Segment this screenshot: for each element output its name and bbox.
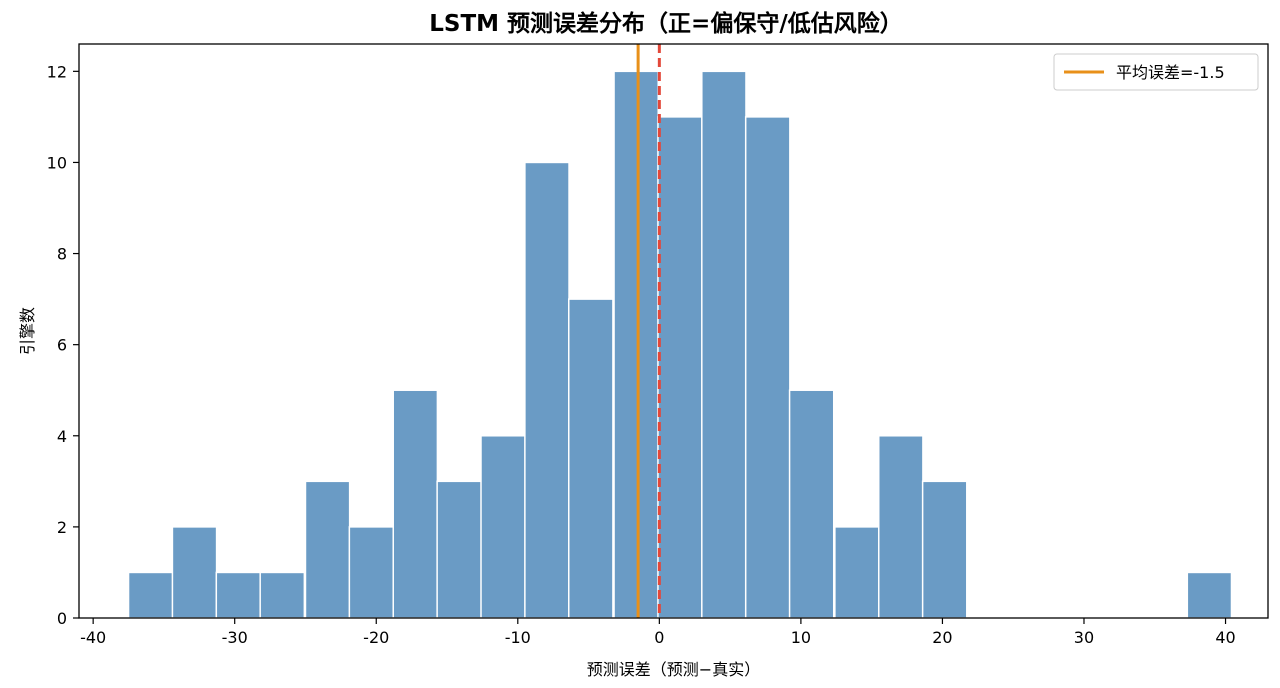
histogram-bar-14 <box>744 116 791 619</box>
histogram-bar-17 <box>877 435 924 619</box>
histogram-bar-1 <box>171 526 218 619</box>
histogram-bar-11 <box>613 70 659 619</box>
x-axis-label: 预测误差（预测−真实） <box>587 660 760 679</box>
bars-layer <box>127 70 1233 619</box>
x-tick-label: 30 <box>1074 628 1094 647</box>
legend: 平均误差=-1.5 <box>1053 53 1259 91</box>
histogram-bar-9 <box>524 161 570 619</box>
y-tick-label: 12 <box>47 62 67 81</box>
x-tick-label: -30 <box>222 628 248 647</box>
histogram-bar-0 <box>127 571 174 619</box>
histogram-bar-7 <box>436 480 483 619</box>
x-tick-label: 20 <box>932 628 952 647</box>
y-tick-label: 0 <box>57 609 67 628</box>
y-tick-label: 8 <box>57 245 67 264</box>
histogram-bar-16 <box>834 526 880 619</box>
y-tick-label: 4 <box>57 427 67 446</box>
plot-frame <box>78 43 1269 619</box>
legend-box <box>1053 53 1259 91</box>
y-axis-label: 引擎数 <box>18 307 37 355</box>
histogram-bar-3 <box>259 571 306 619</box>
x-tick-label: 40 <box>1215 628 1235 647</box>
x-tick-label: -20 <box>363 628 389 647</box>
x-axis-ticks: -40 -30 -20 -10 0 10 20 30 40 <box>80 618 1236 647</box>
y-tick-label: 6 <box>57 336 67 355</box>
histogram-bar-2 <box>215 571 262 619</box>
x-tick-label: 10 <box>791 628 811 647</box>
y-tick-label: 2 <box>57 518 67 537</box>
reference-lines-layer <box>636 44 661 618</box>
histogram-bar-5 <box>348 526 395 619</box>
histogram-bar-4 <box>304 480 351 619</box>
histogram-bar-12 <box>657 116 703 619</box>
histogram-bar-18 <box>921 480 968 619</box>
histogram-bar-6 <box>392 389 439 619</box>
histogram-bar-24 <box>1186 571 1233 619</box>
x-tick-label: 0 <box>654 628 664 647</box>
y-axis-ticks: 0 2 4 6 8 10 12 <box>47 62 79 628</box>
legend-label-mean: 平均误差=-1.5 <box>1116 63 1225 82</box>
histogram-bar-8 <box>480 435 526 619</box>
x-tick-label: -10 <box>505 628 531 647</box>
histogram-bar-13 <box>701 70 747 619</box>
x-tick-label: -40 <box>80 628 106 647</box>
y-tick-label: 10 <box>47 153 67 172</box>
histogram-bar-10 <box>568 298 614 619</box>
histogram-bar-15 <box>788 389 835 619</box>
chart-title: LSTM 预测误差分布（正=偏保守/低估风险） <box>429 10 902 37</box>
